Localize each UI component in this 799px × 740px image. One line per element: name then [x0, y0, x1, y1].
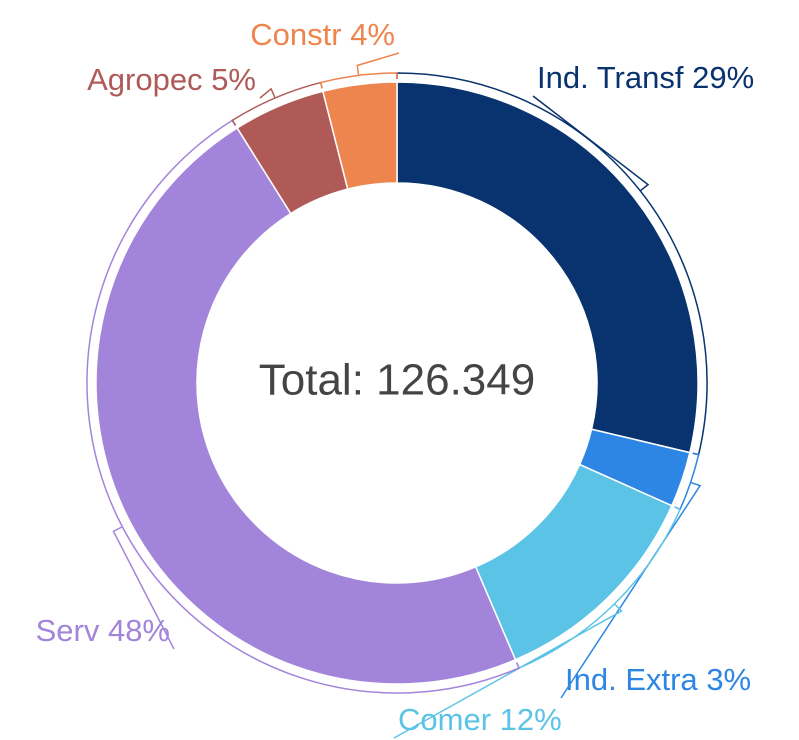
donut-segment	[321, 81, 398, 191]
donut-segment	[396, 81, 699, 454]
donut-segment	[95, 126, 517, 685]
segment-value-label: 29%	[692, 60, 754, 95]
segment-label: Comer 12%	[398, 702, 562, 737]
leader-bracket	[86, 119, 520, 694]
segment-label: Constr 4%	[250, 17, 395, 52]
segment-label: Ind. Transf 29%	[537, 60, 754, 95]
donut-segment	[474, 463, 673, 661]
segment-value-label: 3%	[706, 662, 751, 697]
center-total: Total: 126.349	[259, 356, 535, 405]
segment-value-label: 4%	[350, 17, 395, 52]
segment-name: Serv	[36, 613, 100, 648]
leader-bracket	[319, 52, 400, 89]
segment-value-label: 48%	[108, 613, 170, 648]
segment-name: Ind. Transf	[537, 60, 684, 95]
segment-value-label: 5%	[211, 62, 256, 97]
segment-name: Ind. Extra	[565, 662, 698, 697]
segment-name: Comer	[398, 702, 491, 737]
segment-label: Agropec 5%	[87, 62, 256, 97]
segment-value-label: 12%	[500, 702, 562, 737]
segment-label: Serv 48%	[36, 613, 170, 648]
segment-name: Constr	[250, 17, 341, 52]
segment-label: Ind. Extra 3%	[565, 662, 751, 697]
leader-bracket	[393, 506, 682, 739]
segment-name: Agropec	[87, 62, 202, 97]
leader-bracket	[396, 72, 708, 456]
